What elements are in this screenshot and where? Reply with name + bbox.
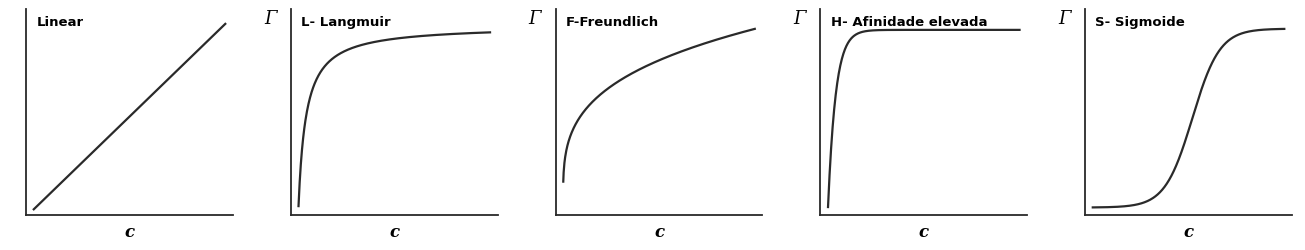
Text: c: c (919, 223, 929, 240)
Text: Γ: Γ (264, 10, 277, 28)
Text: Γ: Γ (793, 10, 806, 28)
Text: Γ: Γ (1058, 10, 1070, 28)
Text: c: c (1184, 223, 1194, 240)
Text: Γ: Γ (529, 10, 542, 28)
Text: c: c (389, 223, 399, 240)
Text: c: c (654, 223, 664, 240)
Text: F-Freundlich: F-Freundlich (566, 16, 659, 29)
Text: c: c (124, 223, 134, 240)
Text: S- Sigmoide: S- Sigmoide (1095, 16, 1185, 29)
Text: H- Afinidade elevada: H- Afinidade elevada (831, 16, 987, 29)
Text: L- Langmuir: L- Langmuir (301, 16, 390, 29)
Text: Linear: Linear (37, 16, 84, 29)
